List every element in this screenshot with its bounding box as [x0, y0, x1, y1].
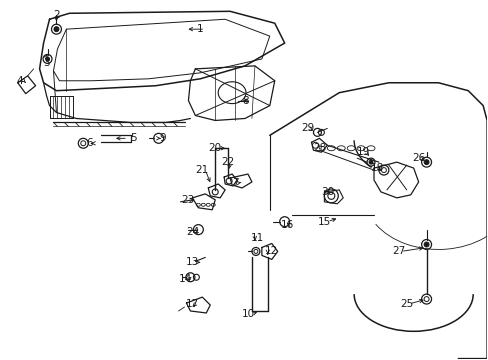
Text: 2: 2 — [53, 10, 60, 20]
Text: 24: 24 — [185, 226, 199, 237]
Text: 16: 16 — [281, 220, 294, 230]
Text: 1: 1 — [197, 24, 203, 34]
Circle shape — [54, 27, 59, 32]
Circle shape — [423, 242, 428, 247]
Text: 15: 15 — [317, 217, 330, 227]
Text: 9: 9 — [159, 133, 165, 143]
Text: 23: 23 — [181, 195, 194, 205]
Text: 25: 25 — [399, 299, 412, 309]
Text: 28: 28 — [312, 143, 325, 153]
Text: 7: 7 — [231, 178, 238, 188]
Text: 8: 8 — [242, 96, 249, 105]
Text: 13: 13 — [185, 257, 199, 267]
Text: 5: 5 — [130, 133, 137, 143]
Text: 27: 27 — [391, 247, 405, 256]
Text: 3: 3 — [43, 58, 50, 68]
Text: 10: 10 — [241, 309, 254, 319]
Circle shape — [368, 160, 372, 164]
Circle shape — [423, 159, 428, 165]
Text: 6: 6 — [86, 138, 92, 148]
Text: 11: 11 — [251, 233, 264, 243]
Text: 22: 22 — [221, 157, 234, 167]
Text: 29: 29 — [300, 123, 313, 134]
Text: 30: 30 — [320, 187, 333, 197]
Text: 20: 20 — [208, 143, 222, 153]
Text: 14: 14 — [179, 274, 192, 284]
Text: 18: 18 — [369, 163, 383, 173]
Text: 4: 4 — [17, 76, 23, 86]
Text: 19: 19 — [356, 147, 369, 157]
Text: 21: 21 — [195, 165, 208, 175]
Text: 17: 17 — [185, 299, 199, 309]
Circle shape — [45, 57, 49, 61]
Text: 12: 12 — [264, 247, 278, 256]
Text: 26: 26 — [411, 153, 425, 163]
